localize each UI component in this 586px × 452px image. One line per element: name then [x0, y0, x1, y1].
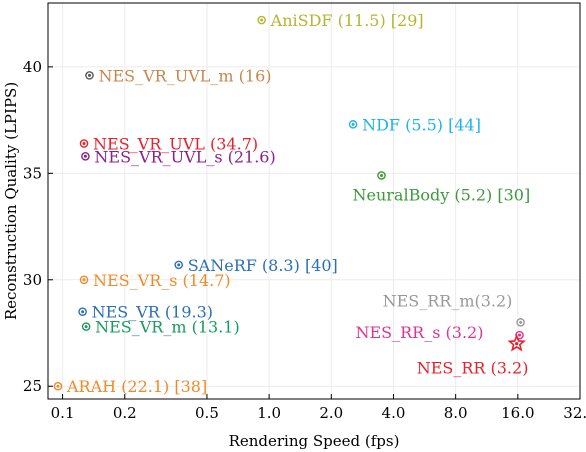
y-tick-label: 40 — [23, 58, 42, 76]
data-point-center — [82, 278, 86, 282]
data-point-label: NeuralBody (5.2) [30] — [352, 185, 530, 204]
data-point-center — [177, 263, 181, 267]
data-points: AniSDF (11.5) [29] NES_VR_UVL_m (16) NDF (… — [53, 11, 530, 396]
data-point-center — [515, 342, 519, 346]
data-point-label: NES_RR_m(3.2) — [383, 291, 513, 310]
y-tick-label: 25 — [23, 377, 42, 395]
data-point — [81, 151, 90, 161]
data-point-label: NES_VR (19.3) — [92, 303, 213, 322]
data-point-label: NES_VR_UVL_s (21.6) — [94, 147, 275, 166]
data-point — [78, 307, 87, 317]
grid-lines — [48, 3, 581, 399]
data-point-center — [56, 384, 60, 388]
data-point — [53, 381, 63, 391]
x-tick-label: 1.0 — [257, 404, 281, 422]
data-point-center — [82, 142, 86, 146]
x-tick-label: 16.0 — [501, 404, 534, 422]
data-point — [174, 260, 184, 270]
y-tick-label: 35 — [23, 164, 42, 182]
x-tick-label: 2.0 — [319, 404, 343, 422]
x-axis-label: Rendering Speed (fps) — [229, 432, 400, 450]
data-point — [348, 120, 358, 129]
x-tick-label: 0.1 — [51, 404, 75, 422]
data-point-star — [507, 334, 526, 352]
data-point-label: NES_RR (3.2) — [417, 359, 529, 378]
data-point-label: NES_VR_s (14.7) — [93, 271, 231, 290]
x-tick-label: 4.0 — [382, 404, 406, 422]
x-tick-label: 8.0 — [444, 404, 468, 422]
data-point-label: NES_VR_UVL (34.7) — [93, 135, 258, 154]
y-axis-label: Reconstruction Quality (LPIPS) — [2, 82, 20, 320]
data-point-center — [83, 154, 87, 158]
data-point-label: NES_VR_m (13.1) — [95, 318, 240, 337]
data-point — [79, 139, 89, 148]
plot-frame — [47, 2, 581, 400]
data-point-label: NDF (5.5) [44] — [362, 115, 481, 134]
x-tick-label: 0.5 — [195, 404, 219, 422]
data-point-center — [260, 18, 264, 22]
data-point-label: NES_VR_UVL_m (16) — [98, 66, 271, 85]
data-point — [85, 71, 94, 80]
data-point-center — [351, 122, 355, 126]
data-point — [79, 275, 89, 285]
x-tick-label: 0.2 — [113, 404, 137, 422]
axis-ticks: 0.1 0.2 0.5 1.0 2.0 4.0 8.0 16.0 32.0 25 30 35 40 — [23, 58, 586, 422]
y-tick-label: 30 — [23, 271, 42, 289]
data-point — [257, 15, 266, 25]
data-point — [377, 171, 386, 180]
data-point-label: SANeRF (8.3) [40] — [188, 256, 338, 275]
data-point-center — [517, 333, 521, 337]
data-point-center — [81, 310, 85, 314]
data-point — [515, 330, 524, 340]
data-point-center — [87, 73, 91, 77]
data-point-center — [379, 173, 383, 177]
x-tick-label: 32.0 — [563, 404, 586, 422]
data-point-center — [519, 320, 523, 324]
data-point-center — [84, 325, 88, 329]
data-point-label: ARAH (22.1) [38] — [66, 377, 207, 396]
data-point-label: NES_RR_s (3.2) — [355, 323, 483, 342]
data-point — [81, 322, 91, 331]
data-point — [516, 318, 525, 327]
data-point-label: AniSDF (11.5) [29] — [270, 11, 424, 30]
